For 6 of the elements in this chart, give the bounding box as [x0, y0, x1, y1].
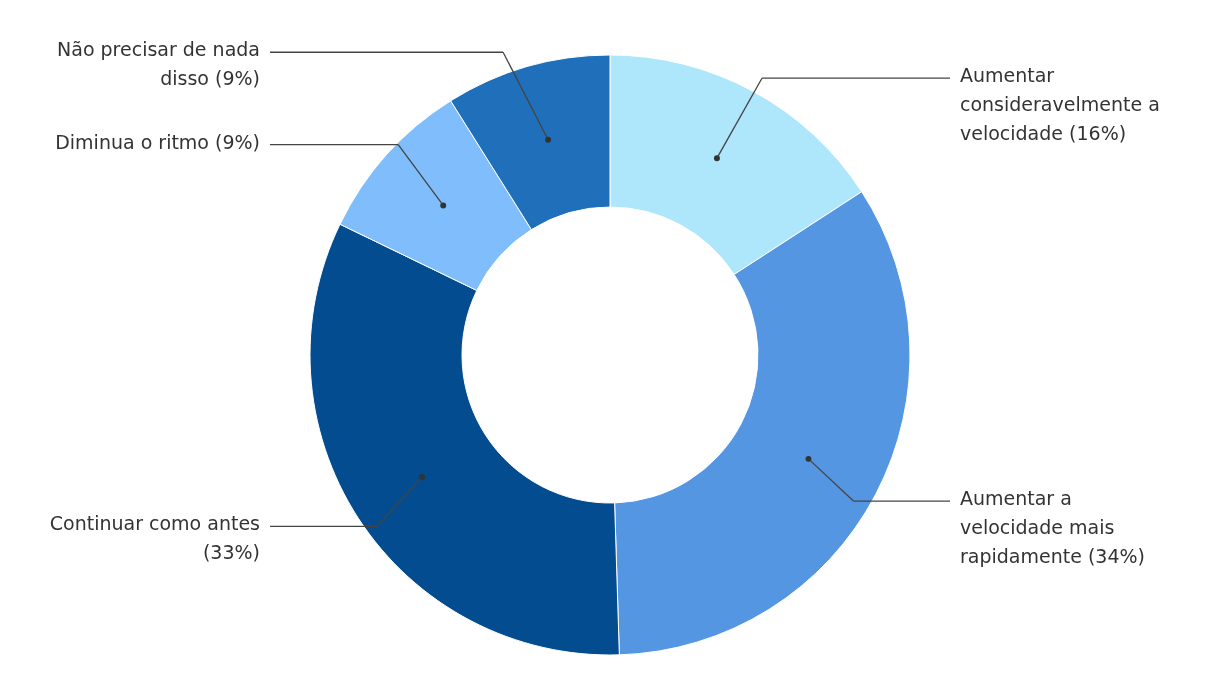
slice-label: Aumentar consideravelmente a velocidade (16%) — [960, 64, 1160, 145]
data-label: (33%) — [202, 541, 260, 564]
slice-label: Não precisar de nada disso (9%) — [57, 38, 260, 90]
slice-label: Diminua o ritmo (9%) — [55, 130, 260, 153]
slice-label: Continuar como antes — [49, 512, 260, 535]
slice-label: Aumentar a velocidade mais rapidamente (34%) — [960, 487, 1145, 568]
